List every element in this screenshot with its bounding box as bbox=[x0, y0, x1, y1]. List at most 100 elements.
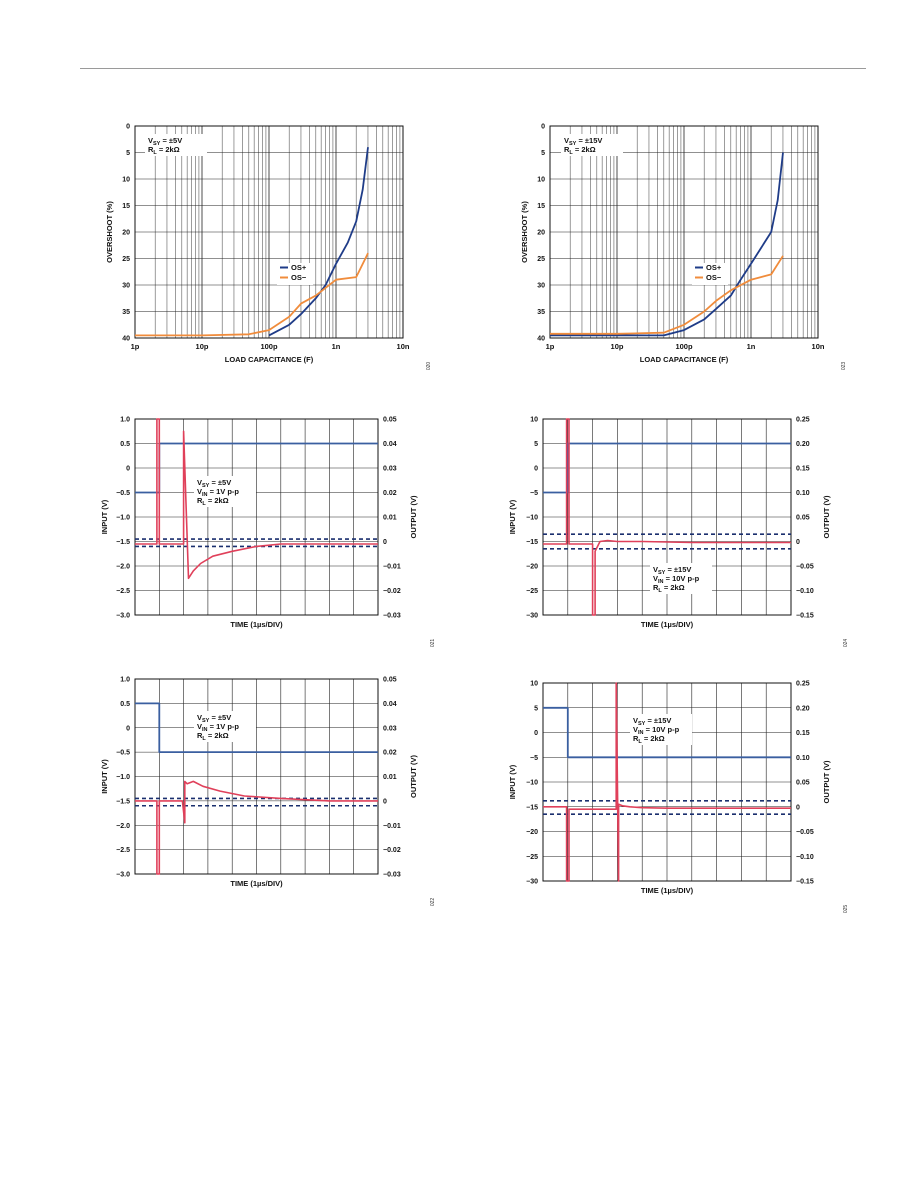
figure-id-label: 021 bbox=[430, 639, 436, 648]
y-tick-label: 1.0 bbox=[120, 417, 130, 424]
series-line-os-minus bbox=[550, 255, 784, 335]
annotation-text: VSY = ±15V bbox=[633, 716, 671, 727]
y2-tick-label: 0.20 bbox=[796, 441, 810, 448]
figure-id-label: 024 bbox=[843, 639, 849, 648]
output-trace-line bbox=[543, 418, 791, 616]
y-tick-label: −10 bbox=[526, 780, 538, 787]
y2-tick-label: −0.02 bbox=[383, 588, 401, 595]
annotation-text: RL = 2kΩ bbox=[197, 731, 229, 742]
output-trace-line bbox=[543, 682, 791, 882]
legend-entry: OS− bbox=[291, 273, 307, 282]
y-axis-title: OVERSHOOT (%) bbox=[520, 201, 529, 263]
y-tick-label: −2.5 bbox=[116, 847, 130, 854]
y2-tick-label: 0.10 bbox=[796, 490, 810, 497]
annotation-text: RL = 2kΩ bbox=[197, 496, 229, 507]
y2-tick-label: −0.02 bbox=[383, 847, 401, 854]
x-tick-label: 10n bbox=[397, 342, 410, 351]
y-tick-label: −3.0 bbox=[116, 613, 130, 620]
x-tick-label: 10n bbox=[812, 342, 825, 351]
y2-tick-label: 0.05 bbox=[796, 780, 810, 787]
y2-tick-label: 0.03 bbox=[383, 725, 397, 732]
annotation-box bbox=[145, 134, 207, 156]
y2-tick-label: 0.02 bbox=[383, 750, 397, 757]
x-tick-label: 1n bbox=[747, 342, 756, 351]
y2-tick-label: 0.15 bbox=[796, 466, 810, 473]
y2-tick-label: 0.05 bbox=[796, 515, 810, 522]
x-tick-label: 10p bbox=[196, 342, 209, 351]
x-axis-title: TIME (1µs/DIV) bbox=[230, 620, 283, 629]
y-tick-label: 5 bbox=[534, 441, 538, 448]
y2-tick-label: 0.03 bbox=[383, 466, 397, 473]
y2-tick-label: 0.25 bbox=[796, 417, 810, 424]
y2-axis-title: OUTPUT (V) bbox=[822, 760, 831, 803]
y-tick-label: −2.0 bbox=[116, 823, 130, 830]
y-tick-label: 0 bbox=[534, 466, 538, 473]
y2-tick-label: −0.03 bbox=[383, 872, 401, 879]
y2-tick-label: −0.15 bbox=[796, 879, 814, 886]
annotation-text: VSY = ±15V bbox=[564, 136, 602, 147]
y2-tick-label: −0.15 bbox=[796, 613, 814, 620]
y-axis-title: INPUT (V) bbox=[508, 764, 517, 799]
y-tick-label: −30 bbox=[526, 879, 538, 886]
y-tick-label: 15 bbox=[537, 203, 545, 210]
y-tick-label: 30 bbox=[537, 283, 545, 290]
y-tick-label: 0.5 bbox=[120, 701, 130, 708]
y2-tick-label: 0.01 bbox=[383, 515, 397, 522]
y-tick-label: −1.0 bbox=[116, 515, 130, 522]
annotation-box bbox=[630, 714, 692, 745]
series-line-os-plus bbox=[268, 147, 369, 337]
y2-tick-label: 0.02 bbox=[383, 490, 397, 497]
annotation-text: VIN = 1V p-p bbox=[197, 722, 239, 733]
y2-tick-label: −0.01 bbox=[383, 564, 401, 571]
y-axis-title: INPUT (V) bbox=[508, 499, 517, 534]
y-tick-label: 0 bbox=[541, 124, 545, 131]
annotation-box bbox=[650, 563, 712, 594]
y2-tick-label: −0.10 bbox=[796, 854, 814, 861]
y-axis-title: OVERSHOOT (%) bbox=[105, 201, 114, 263]
y-tick-label: 25 bbox=[122, 256, 130, 263]
annotation-text: VSY = ±15V bbox=[653, 565, 691, 576]
y2-tick-label: 0 bbox=[383, 798, 387, 805]
y-tick-label: 35 bbox=[537, 309, 545, 316]
x-tick-label: 100p bbox=[260, 342, 278, 351]
y2-tick-label: −0.05 bbox=[796, 829, 814, 836]
y-tick-label: −10 bbox=[526, 515, 538, 522]
legend-entry: OS− bbox=[706, 273, 722, 282]
y-tick-label: 0 bbox=[126, 124, 130, 131]
y-tick-label: 20 bbox=[122, 230, 130, 237]
output-trace-line bbox=[135, 418, 378, 580]
plot-frame bbox=[134, 125, 404, 339]
y-tick-label: −15 bbox=[526, 539, 538, 546]
page-header-rule bbox=[80, 68, 866, 69]
annotation-box bbox=[194, 476, 256, 507]
annotation-box bbox=[194, 711, 256, 742]
annotation-text: RL = 2kΩ bbox=[148, 145, 180, 156]
legend-entry: OS+ bbox=[706, 263, 722, 272]
y-tick-label: 0.5 bbox=[120, 441, 130, 448]
y-tick-label: 35 bbox=[122, 309, 130, 316]
annotation-text: VSY = ±5V bbox=[197, 478, 231, 489]
y2-tick-label: 0.10 bbox=[796, 755, 810, 762]
input-trace-line bbox=[543, 706, 791, 759]
annotation-text: RL = 2kΩ bbox=[564, 145, 596, 156]
y-tick-label: 20 bbox=[537, 230, 545, 237]
y2-axis-title: OUTPUT (V) bbox=[409, 755, 418, 798]
y-tick-label: −0.5 bbox=[116, 750, 130, 757]
x-tick-label: 1p bbox=[546, 342, 555, 351]
y-tick-label: 5 bbox=[126, 150, 130, 157]
plot-frame bbox=[134, 418, 379, 616]
annotation-text: RL = 2kΩ bbox=[633, 734, 665, 745]
plot-frame bbox=[549, 125, 819, 339]
y-tick-label: −5 bbox=[530, 490, 538, 497]
y-tick-label: −2.5 bbox=[116, 588, 130, 595]
annotation-text: VIN = 1V p-p bbox=[197, 487, 239, 498]
plot-frame bbox=[134, 678, 379, 875]
y-tick-label: −0.5 bbox=[116, 490, 130, 497]
x-axis-title: TIME (1µs/DIV) bbox=[230, 879, 283, 888]
y-tick-label: −25 bbox=[526, 854, 538, 861]
y-tick-label: −5 bbox=[530, 755, 538, 762]
y-tick-label: −2.0 bbox=[116, 564, 130, 571]
